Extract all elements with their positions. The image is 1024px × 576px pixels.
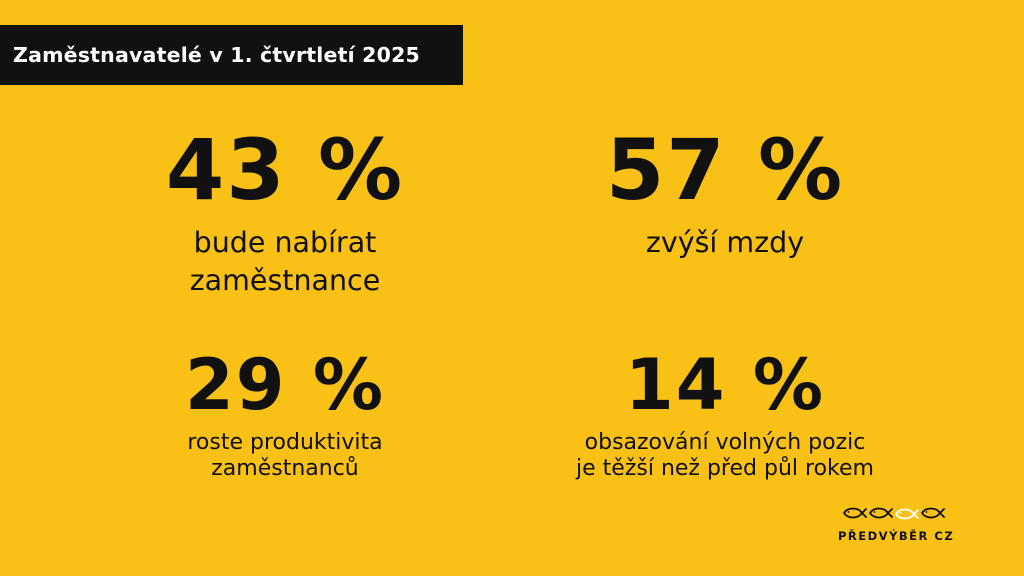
stat-label-line: roste produktivita bbox=[187, 430, 383, 455]
stat-label: roste produktivita zaměstnanců bbox=[140, 430, 430, 482]
page-title: Zaměstnavatelé v 1. čtvrtletí 2025 bbox=[13, 43, 421, 67]
stat-label: obsazování volných pozic je těžší než př… bbox=[545, 430, 905, 482]
brand-logo: PŘEDVÝBĚR CZ bbox=[838, 504, 955, 550]
stat-label-line: zaměstnanců bbox=[211, 456, 359, 481]
stat-value: 57 % bbox=[605, 121, 845, 219]
stat-label: bude nabírat zaměstnance bbox=[130, 224, 440, 300]
stat-label-line: zaměstnance bbox=[189, 264, 381, 297]
stat-hiring: 43 % bude nabírat zaměstnance bbox=[130, 128, 440, 300]
logo-text: PŘEDVÝBĚR CZ bbox=[838, 529, 955, 543]
stat-value: 29 % bbox=[185, 344, 385, 426]
stat-value: 14 % bbox=[625, 344, 825, 426]
stat-wages: 57 % zvýší mzdy bbox=[570, 128, 880, 262]
stat-productivity: 29 % roste produktivita zaměstnanců bbox=[140, 350, 430, 482]
fish-icon bbox=[843, 507, 945, 520]
stat-label-line: obsazování volných pozic bbox=[584, 430, 866, 455]
stat-value: 43 % bbox=[165, 121, 405, 219]
stat-vacancies: 14 % obsazování volných pozic je těžší n… bbox=[545, 350, 905, 482]
stat-label: zvýší mzdy bbox=[570, 224, 880, 262]
stat-label-line: je těžší než před půl rokem bbox=[576, 456, 874, 481]
stat-label-line: zvýší mzdy bbox=[645, 226, 805, 259]
title-bar: Zaměstnavatelé v 1. čtvrtletí 2025 bbox=[0, 25, 463, 85]
stat-label-line: bude nabírat bbox=[193, 226, 377, 259]
